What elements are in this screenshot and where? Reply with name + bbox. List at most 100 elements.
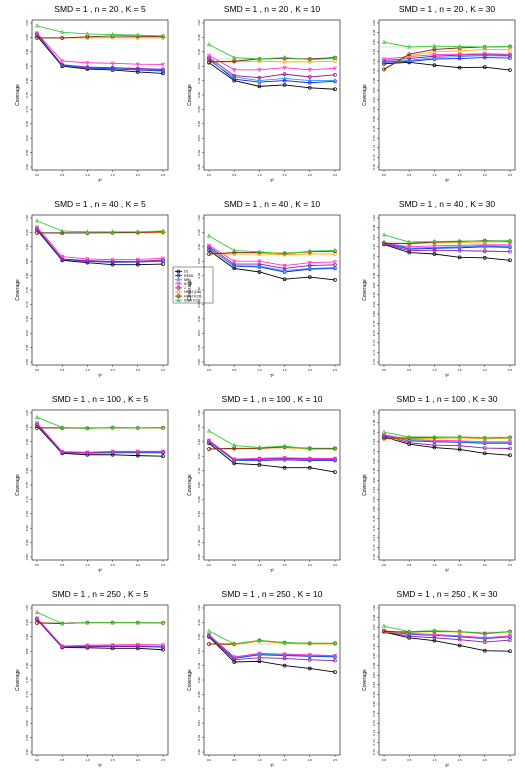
x-tick-label: 2.0 (136, 173, 141, 177)
chart-panel-3: SMD = 1 , n = 20 , K = 300.700.720.740.7… (362, 4, 515, 184)
y-tick-label: 0.70 (25, 691, 29, 697)
y-tick-label: 0.94 (372, 634, 376, 640)
y-tick-label: 0.98 (372, 29, 376, 35)
chart-title: SMD = 1 , n = 20 , K = 10 (224, 4, 320, 14)
x-tick-label: 0.5 (232, 758, 237, 762)
y-tick-label: 0.80 (372, 701, 376, 707)
y-tick-label: 0.74 (372, 535, 376, 541)
plot-frame (379, 215, 515, 365)
y-axis-label: Coverage (15, 279, 21, 301)
y-tick-label: 0.84 (197, 135, 201, 141)
y-tick-label: 1.00 (197, 20, 201, 26)
y-tick-label: 0.94 (372, 439, 376, 445)
chart-panel-12: SMD = 1 , n = 250 , K = 300.700.720.740.… (362, 589, 515, 769)
plot-frame (32, 215, 168, 365)
data-point-ssw-kcb (208, 43, 211, 46)
x-tick-label: 0.0 (382, 758, 387, 762)
y-axis-label: Coverage (187, 474, 193, 496)
y-tick-label: 0.78 (372, 320, 376, 326)
y-tick-label: 0.80 (372, 311, 376, 317)
data-point-ssw-kcb (383, 624, 386, 627)
y-tick-label: 0.88 (372, 467, 376, 473)
y-tick-label: 1.00 (25, 215, 29, 221)
y-tick-label: 1.00 (372, 605, 376, 611)
y-tick-label: 0.60 (25, 330, 29, 336)
x-tick-label: 1.0 (85, 563, 90, 567)
x-tick-label: 2.5 (161, 758, 166, 762)
x-tick-label: 1.5 (283, 563, 288, 567)
y-axis-label: Coverage (15, 84, 21, 106)
x-axis-label: τ² (270, 763, 274, 769)
x-tick-label: 0.0 (382, 173, 387, 177)
x-tick-label: 1.0 (85, 368, 90, 372)
y-tick-label: 0.55 (25, 539, 29, 545)
y-tick-label: 0.76 (372, 525, 376, 531)
x-tick-label: 1.5 (458, 758, 463, 762)
x-tick-label: 1.5 (458, 173, 463, 177)
chart-title: SMD = 1 , n = 250 , K = 5 (52, 589, 148, 599)
y-tick-label: 0.70 (372, 359, 376, 365)
x-tick-label: 1.5 (111, 368, 116, 372)
x-tick-label: 0.0 (382, 368, 387, 372)
y-tick-label: 0.84 (197, 525, 201, 531)
y-tick-label: 0.75 (25, 677, 29, 683)
y-tick-label: 0.70 (25, 301, 29, 307)
x-axis-label: τ² (270, 178, 274, 184)
y-tick-label: 0.70 (372, 749, 376, 755)
series-line-ssw-kcb (384, 235, 510, 242)
y-tick-label: 0.72 (372, 349, 376, 355)
y-tick-label: 0.88 (372, 272, 376, 278)
y-tick-label: 0.96 (372, 429, 376, 435)
y-tick-label: 0.86 (197, 706, 201, 712)
y-tick-label: 0.84 (372, 292, 376, 298)
series-line-hksj-dl (209, 254, 335, 255)
y-tick-label: 0.88 (372, 77, 376, 83)
series-line-ssw-kcb (209, 236, 335, 254)
y-tick-label: 0.90 (25, 439, 29, 445)
y-tick-label: 0.98 (197, 34, 201, 40)
y-tick-label: 0.76 (372, 135, 376, 141)
data-point-ssw-kcb (208, 234, 211, 237)
y-tick-label: 0.70 (25, 496, 29, 502)
y-axis-label: Coverage (187, 279, 193, 301)
x-tick-label: 1.5 (283, 368, 288, 372)
y-tick-label: 0.88 (197, 301, 201, 307)
chart-title: SMD = 1 , n = 40 , K = 30 (399, 199, 495, 209)
series-line-ssw-kcb (37, 26, 163, 36)
plot-frame (32, 410, 168, 560)
y-tick-label: 0.92 (372, 643, 376, 649)
x-tick-label: 2.5 (508, 173, 513, 177)
x-tick-label: 1.0 (257, 563, 262, 567)
y-tick-label: 0.90 (372, 653, 376, 659)
x-tick-label: 1.5 (458, 563, 463, 567)
y-tick-label: 0.88 (372, 662, 376, 668)
y-tick-label: 0.98 (197, 619, 201, 625)
y-tick-label: 0.96 (197, 49, 201, 55)
series-line-mp (37, 425, 163, 454)
x-tick-label: 2.0 (483, 758, 488, 762)
x-tick-label: 0.0 (207, 173, 212, 177)
y-tick-label: 0.78 (372, 515, 376, 521)
y-axis-label: Coverage (362, 474, 368, 496)
y-tick-label: 0.50 (25, 554, 29, 560)
chart-panel-7: SMD = 1 , n = 100 , K = 50.500.550.600.6… (15, 394, 168, 574)
y-tick-label: 0.94 (372, 244, 376, 250)
y-tick-label: 0.50 (25, 164, 29, 170)
y-tick-label: 0.78 (372, 125, 376, 131)
x-tick-label: 2.5 (508, 368, 513, 372)
y-tick-label: 0.94 (197, 648, 201, 654)
x-tick-label: 2.0 (483, 368, 488, 372)
data-point-ssw-kcb (36, 611, 39, 614)
y-tick-label: 0.90 (25, 634, 29, 640)
y-tick-label: 1.00 (197, 410, 201, 416)
series-line-mp (37, 229, 163, 262)
y-tick-label: 0.90 (25, 244, 29, 250)
x-tick-label: 0.0 (35, 563, 40, 567)
y-axis-label: Coverage (362, 669, 368, 691)
y-tick-label: 0.94 (197, 453, 201, 459)
y-tick-label: 0.75 (25, 482, 29, 488)
series-line-mp (37, 35, 163, 71)
y-tick-label: 0.82 (197, 344, 201, 350)
y-tick-label: 0.82 (197, 734, 201, 740)
x-tick-label: 2.5 (333, 563, 338, 567)
